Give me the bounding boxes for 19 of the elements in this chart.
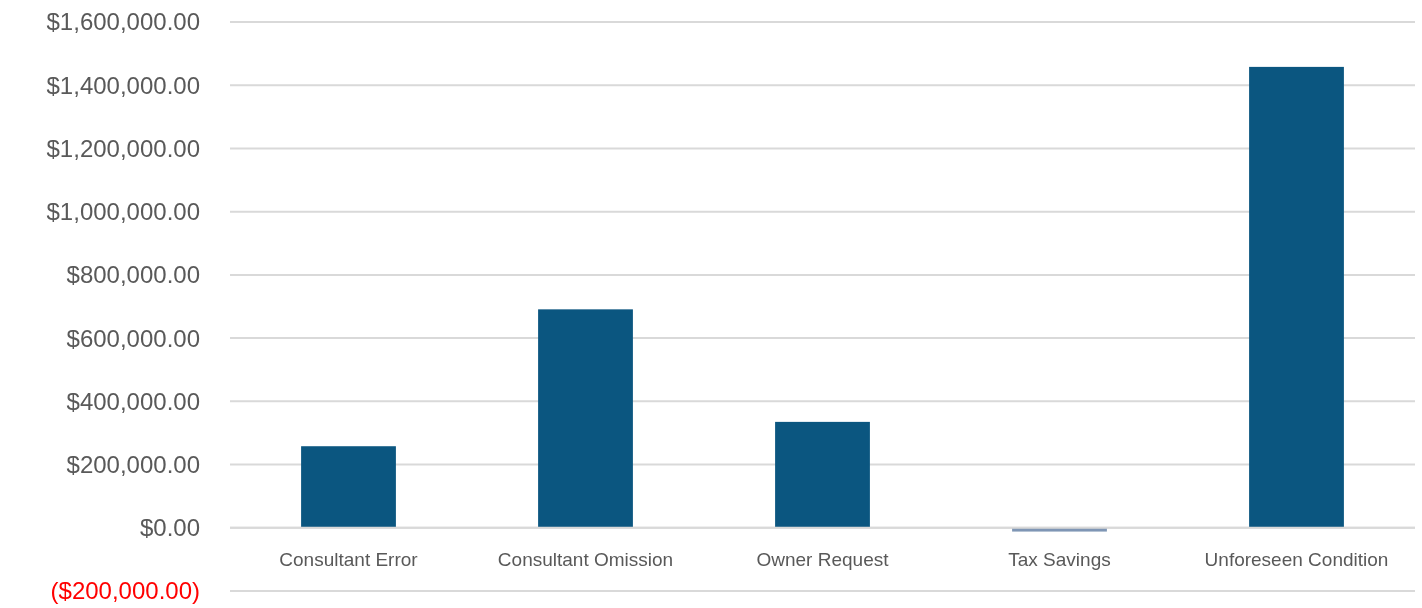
bar bbox=[1249, 66, 1344, 528]
x-tick-label: Consultant Omission bbox=[497, 548, 674, 570]
y-tick-label: $600,000.00 bbox=[66, 324, 200, 352]
bar bbox=[775, 421, 870, 528]
y-tick-label: $1,200,000.00 bbox=[46, 134, 200, 162]
y-tick-label: $1,400,000.00 bbox=[46, 71, 200, 99]
y-tick-label: $1,000,000.00 bbox=[46, 198, 200, 226]
y-tick-label: $1,600,000.00 bbox=[46, 8, 200, 36]
y-tick-label: ($200,000.00) bbox=[50, 577, 200, 605]
y-tick-label: $400,000.00 bbox=[66, 387, 200, 415]
y-tick-label: $200,000.00 bbox=[66, 450, 200, 478]
x-tick-label: Owner Request bbox=[756, 548, 890, 570]
bar bbox=[301, 446, 396, 528]
x-tick-label: Consultant Error bbox=[279, 548, 419, 570]
x-tick-label: Unforeseen Condition bbox=[1204, 548, 1389, 570]
x-tick-label: Tax Savings bbox=[1008, 548, 1111, 570]
y-tick-label: $0.00 bbox=[139, 514, 200, 542]
bar bbox=[538, 309, 633, 528]
y-tick-label: $800,000.00 bbox=[66, 261, 200, 289]
